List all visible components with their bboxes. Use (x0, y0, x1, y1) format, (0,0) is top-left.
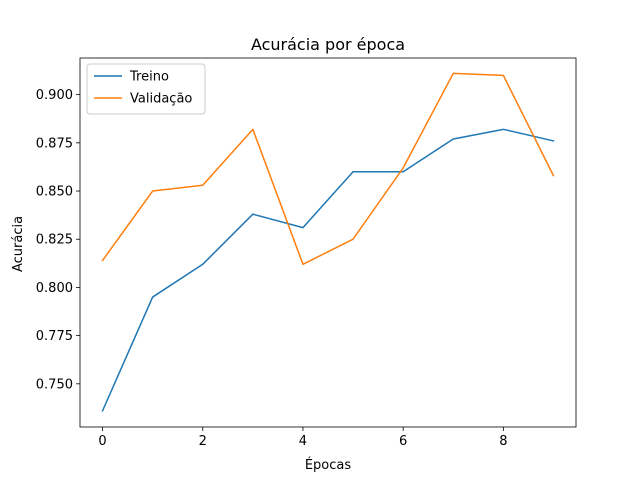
chart-title: Acurácia por época (251, 35, 405, 54)
x-tick-label: 6 (399, 434, 407, 449)
y-tick-label: 0.850 (36, 185, 73, 200)
series-line-1 (101, 72, 555, 266)
y-tick-label: 0.750 (36, 377, 73, 392)
plot-area (101, 72, 555, 412)
axes-frame (79, 57, 577, 428)
legend-label-1: Validação (130, 92, 192, 107)
legend-label-0: Treino (129, 70, 169, 85)
y-tick-label: 0.800 (36, 281, 73, 296)
axes: 0 2 4 6 8 0.750 0.775 0.800 0.825 0.850 0.875 0.900 (36, 57, 577, 449)
y-axis-label: Acurácia (11, 216, 26, 272)
x-tick-label: 2 (199, 434, 207, 449)
y-tick-label: 0.775 (36, 329, 73, 344)
y-tick-label: 0.900 (36, 88, 73, 103)
x-tick-label: 0 (98, 434, 106, 449)
y-tick-label: 0.825 (36, 233, 73, 248)
x-tick-label: 8 (499, 434, 507, 449)
legend: Treino Validação (86, 63, 206, 115)
x-axis-label: Épocas (305, 457, 352, 473)
series-line-0 (101, 128, 555, 412)
x-tick-label: 4 (299, 434, 307, 449)
y-tick-label: 0.875 (36, 136, 73, 151)
